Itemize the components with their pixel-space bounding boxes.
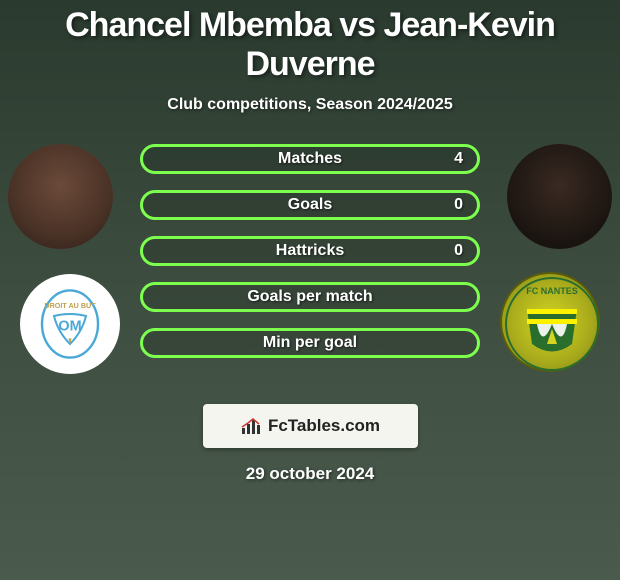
stats-list: Matches 4 Goals 0 Hattricks 0 Goals per … bbox=[140, 144, 480, 374]
stat-label: Hattricks bbox=[276, 242, 344, 260]
stat-value-right: 0 bbox=[454, 196, 463, 214]
player-left-photo bbox=[8, 144, 113, 249]
avatar bbox=[8, 144, 113, 249]
stat-row-goals: Goals 0 bbox=[140, 190, 480, 220]
stat-row-mpg: Min per goal bbox=[140, 328, 480, 358]
svg-text:OM: OM bbox=[58, 318, 81, 334]
subtitle: Club competitions, Season 2024/2025 bbox=[0, 96, 620, 114]
stat-value-right: 0 bbox=[454, 242, 463, 260]
stat-label: Matches bbox=[278, 150, 342, 168]
stat-label: Goals bbox=[288, 196, 332, 214]
comparison-panel: DROIT AU BUT OM FC NANTES Matches 4 Goal… bbox=[0, 144, 620, 394]
stat-value-right: 4 bbox=[454, 150, 463, 168]
svg-text:DROIT AU BUT: DROIT AU BUT bbox=[44, 301, 96, 310]
nantes-crest-icon: FC NANTES bbox=[500, 272, 600, 372]
stat-label: Goals per match bbox=[247, 288, 372, 306]
stat-row-matches: Matches 4 bbox=[140, 144, 480, 174]
stat-row-hattricks: Hattricks 0 bbox=[140, 236, 480, 266]
page-title: Chancel Mbemba vs Jean-Kevin Duverne bbox=[0, 0, 620, 84]
svg-text:FC NANTES: FC NANTES bbox=[526, 286, 578, 296]
watermark-text: FcTables.com bbox=[268, 416, 380, 436]
player-right-photo bbox=[507, 144, 612, 249]
watermark-badge: FcTables.com bbox=[203, 404, 418, 448]
bar-chart-icon bbox=[240, 416, 264, 436]
club-left-logo: DROIT AU BUT OM bbox=[20, 274, 120, 374]
date-text: 29 october 2024 bbox=[0, 464, 620, 484]
stat-row-gpm: Goals per match bbox=[140, 282, 480, 312]
stat-label: Min per goal bbox=[263, 334, 357, 352]
om-crest-icon: DROIT AU BUT OM bbox=[30, 284, 110, 364]
avatar bbox=[507, 144, 612, 249]
club-right-logo: FC NANTES bbox=[500, 272, 600, 372]
